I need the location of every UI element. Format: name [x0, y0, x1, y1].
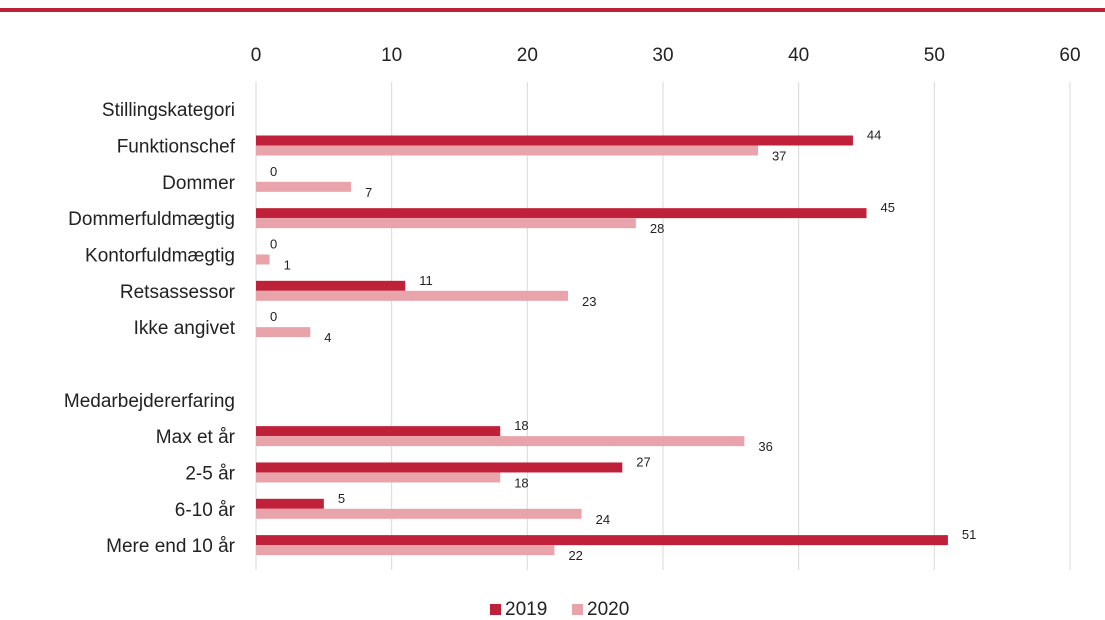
data-label-2019: 18 [514, 418, 528, 433]
bar-2019 [256, 135, 853, 146]
x-tick-label: 50 [924, 45, 945, 66]
bar-2020 [256, 290, 569, 301]
bar-2020 [256, 472, 501, 483]
data-label-2019: 5 [338, 491, 345, 506]
category-label: Kontorfuldmægtig [85, 245, 235, 266]
data-label-2019: 0 [270, 164, 277, 179]
data-label-2020: 4 [324, 330, 331, 345]
x-tick-label: 20 [517, 45, 538, 66]
category-label: Max et år [156, 427, 236, 448]
gridlines [255, 82, 1071, 570]
bar-2019 [256, 426, 501, 437]
bar-2020 [256, 436, 745, 447]
legend-label-2019: 2019 [505, 599, 547, 620]
data-label-2020: 37 [772, 148, 786, 163]
legend-swatch-2020 [572, 604, 583, 615]
category-labels: Stillingskategori Funktionschef Dommer Domm… [64, 100, 236, 557]
category-label: Stillingskategori [102, 100, 235, 121]
bar-2020 [256, 254, 270, 265]
data-label-2020: 28 [650, 221, 664, 236]
bar-2020 [256, 327, 311, 338]
data-label-2020: 36 [758, 439, 772, 454]
legend-label-2020: 2020 [587, 599, 629, 620]
bar-2019 [256, 498, 324, 509]
data-label-2019: 51 [962, 527, 976, 542]
bar-2020 [256, 218, 636, 229]
data-label-2020: 18 [514, 475, 528, 490]
data-label-2020: 24 [596, 512, 610, 527]
bar-2020 [256, 145, 758, 156]
bar-2019 [256, 535, 948, 546]
category-label: Mere end 10 år [106, 536, 236, 557]
x-tick-label: 10 [381, 45, 402, 66]
bar-2019 [256, 462, 623, 473]
bar-2019 [256, 208, 867, 219]
data-label-2019: 0 [270, 309, 277, 324]
category-label: Ikke angivet [134, 318, 236, 339]
data-label-2019: 27 [636, 454, 650, 469]
category-label: 6-10 år [175, 500, 236, 521]
bar-2019 [256, 280, 406, 291]
category-label: Dommerfuldmægtig [68, 209, 235, 230]
x-tick-label: 0 [251, 45, 262, 66]
category-label: Medarbejdererfaring [64, 391, 235, 412]
data-label-2020: 7 [365, 185, 372, 200]
top-accent-rule [0, 8, 1105, 12]
x-tick-label: 60 [1059, 45, 1080, 66]
bar-2020 [256, 181, 351, 192]
data-label-2019: 0 [270, 236, 277, 251]
x-tick-label: 40 [788, 45, 809, 66]
bar-2020 [256, 508, 582, 519]
category-label: Funktionschef [117, 136, 236, 157]
category-label: 2-5 år [185, 463, 235, 484]
category-label: Dommer [162, 173, 236, 194]
data-label-2019: 44 [867, 127, 881, 142]
legend: 2019 2020 [490, 599, 629, 620]
data-label-2019: 45 [881, 200, 895, 215]
data-label-2020: 23 [582, 294, 596, 309]
data-label-2020: 22 [568, 548, 582, 563]
data-label-2019: 11 [419, 273, 433, 288]
legend-swatch-2019 [490, 604, 501, 615]
x-axis-ticks: 0 10 20 30 40 50 60 [251, 45, 1081, 66]
x-tick-label: 30 [652, 45, 673, 66]
bars [256, 135, 948, 556]
bar-2020 [256, 545, 555, 556]
data-label-2020: 1 [284, 257, 291, 272]
category-label: Retsassessor [120, 282, 236, 303]
